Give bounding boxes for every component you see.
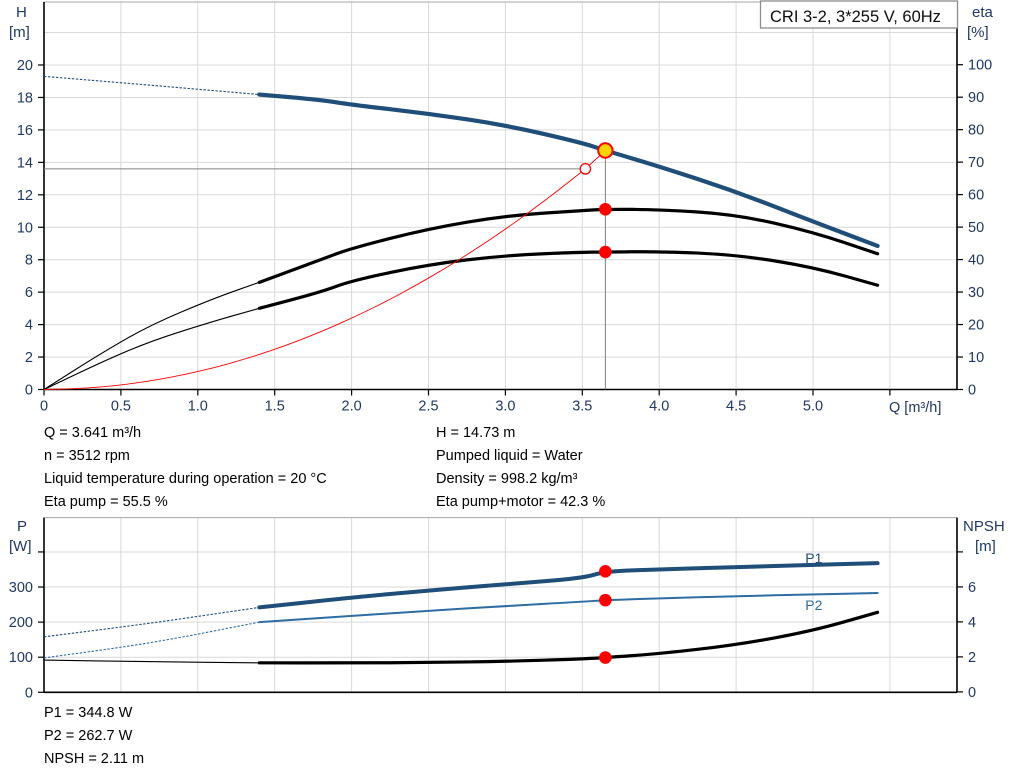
svg-text:Eta pump+motor = 42.3 %: Eta pump+motor = 42.3 % [436,494,605,510]
svg-text:2: 2 [968,650,976,666]
svg-text:Q = 3.641 m³/h: Q = 3.641 m³/h [44,425,141,441]
svg-text:6: 6 [968,580,976,596]
svg-text:0: 0 [968,685,976,701]
svg-text:10: 10 [17,220,33,236]
svg-text:P2: P2 [805,597,822,613]
svg-text:0: 0 [25,685,33,701]
svg-text:4: 4 [968,615,976,631]
svg-text:4.5: 4.5 [726,399,746,415]
svg-text:P1: P1 [805,550,822,566]
svg-text:20: 20 [968,318,984,334]
svg-text:NPSH = 2.11 m: NPSH = 2.11 m [44,751,144,767]
svg-text:20: 20 [17,58,33,74]
svg-text:0.5: 0.5 [111,399,131,415]
svg-text:18: 18 [17,90,33,106]
svg-text:1.5: 1.5 [265,399,285,415]
svg-text:2.0: 2.0 [342,399,362,415]
svg-text:Q [m³/h]: Q [m³/h] [889,400,941,416]
svg-text:8: 8 [25,253,33,269]
svg-text:CRI 3-2, 3*255 V, 60Hz: CRI 3-2, 3*255 V, 60Hz [770,8,941,26]
svg-text:10: 10 [968,350,984,366]
svg-text:Density = 998.2 kg/m³: Density = 998.2 kg/m³ [436,471,578,487]
svg-text:100: 100 [968,58,992,74]
svg-text:14: 14 [17,155,33,171]
svg-text:50: 50 [968,220,984,236]
svg-text:4: 4 [25,318,33,334]
svg-text:[m]: [m] [975,538,996,555]
svg-text:[W]: [W] [9,538,32,555]
svg-text:Pumped liquid = Water: Pumped liquid = Water [436,448,583,464]
svg-text:P: P [17,518,27,535]
svg-text:H: H [16,4,27,21]
svg-text:70: 70 [968,155,984,171]
svg-text:P2 = 262.7 W: P2 = 262.7 W [44,728,133,744]
svg-text:P1 = 344.8 W: P1 = 344.8 W [44,705,133,721]
svg-text:3.5: 3.5 [572,399,592,415]
svg-text:[m]: [m] [9,24,30,41]
svg-text:2: 2 [25,350,33,366]
svg-text:60: 60 [968,188,984,204]
svg-text:0: 0 [25,383,33,399]
svg-text:3.0: 3.0 [495,399,515,415]
svg-text:2.5: 2.5 [418,399,438,415]
svg-text:12: 12 [17,188,33,204]
svg-text:30: 30 [968,285,984,301]
svg-text:NPSH: NPSH [963,518,1005,535]
svg-text:Liquid temperature during oper: Liquid temperature during operation = 20… [44,471,327,487]
svg-text:16: 16 [17,123,33,139]
svg-text:eta: eta [972,4,994,21]
svg-text:40: 40 [968,253,984,269]
svg-text:n = 3512 rpm: n = 3512 rpm [44,448,130,464]
svg-text:100: 100 [9,650,33,666]
svg-text:300: 300 [9,580,33,596]
svg-text:80: 80 [968,123,984,139]
svg-text:200: 200 [9,615,33,631]
svg-text:H = 14.73 m: H = 14.73 m [436,425,515,441]
svg-text:1.0: 1.0 [188,399,208,415]
svg-text:90: 90 [968,90,984,106]
svg-text:Eta pump = 55.5 %: Eta pump = 55.5 % [44,494,168,510]
svg-text:6: 6 [25,285,33,301]
svg-text:0: 0 [968,383,976,399]
svg-text:[%]: [%] [967,24,989,41]
svg-text:5.0: 5.0 [803,399,823,415]
svg-text:0: 0 [40,399,48,415]
svg-text:4.0: 4.0 [649,399,669,415]
